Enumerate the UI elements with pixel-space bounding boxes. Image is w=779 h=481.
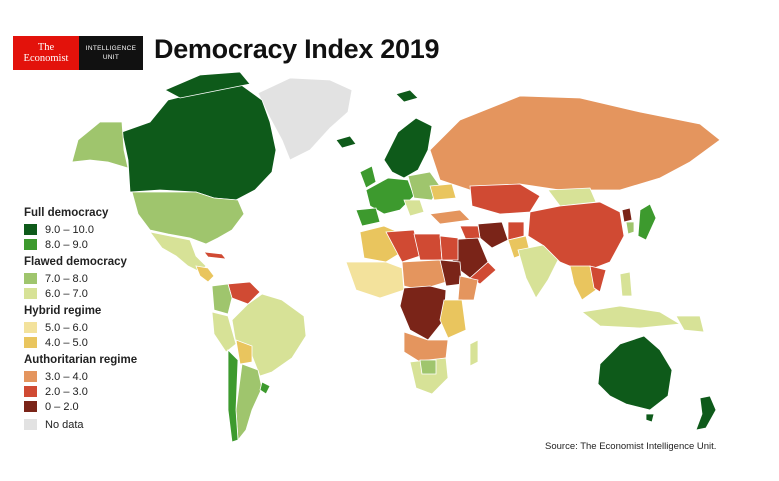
region-japan bbox=[637, 203, 657, 241]
legend-item: 9.0 – 10.0 bbox=[24, 222, 137, 237]
legend-swatch bbox=[24, 401, 37, 412]
region-canada bbox=[121, 83, 277, 201]
legend-item: 6.0 – 7.0 bbox=[24, 286, 137, 301]
region-brazil bbox=[231, 293, 307, 377]
legend-swatch bbox=[24, 337, 37, 348]
region-ukraine bbox=[429, 183, 457, 201]
legend-item-no-data: No data bbox=[24, 417, 137, 432]
legend-item: 7.0 – 8.0 bbox=[24, 271, 137, 286]
region-sahel bbox=[401, 259, 447, 291]
legend-item: 4.0 – 5.0 bbox=[24, 335, 137, 350]
legend-swatch bbox=[24, 224, 37, 235]
region-central-america bbox=[195, 265, 215, 283]
legend-heading-full: Full democracy bbox=[24, 207, 109, 219]
region-indonesia bbox=[581, 305, 682, 329]
legend-item: 0 – 2.0 bbox=[24, 399, 137, 414]
region-southern-africa bbox=[409, 357, 449, 395]
legend-swatch bbox=[24, 322, 37, 333]
region-new-zealand bbox=[695, 395, 717, 431]
economist-logo-line2: Economist bbox=[23, 53, 69, 64]
region-usa bbox=[131, 191, 245, 245]
region-madagascar bbox=[469, 339, 479, 367]
region-uruguay bbox=[259, 381, 271, 395]
region-turkey bbox=[429, 209, 471, 225]
region-kazakhstan bbox=[469, 183, 541, 215]
region-svalbard bbox=[395, 89, 419, 103]
legend-swatch bbox=[24, 288, 37, 299]
legend-heading-hybrid: Hybrid regime bbox=[24, 305, 102, 317]
legend-swatch bbox=[24, 371, 37, 382]
eiu-logo-line1: INTELLIGENCE bbox=[85, 45, 137, 52]
legend: Full democracy 9.0 – 10.0 8.0 – 9.0 Flaw… bbox=[24, 207, 137, 432]
economist-logo: The Economist bbox=[13, 36, 79, 70]
region-iran bbox=[477, 221, 509, 249]
region-iberia bbox=[355, 207, 381, 227]
legend-heading-flawed: Flawed democracy bbox=[24, 256, 127, 268]
region-bolivia bbox=[235, 339, 253, 365]
legend-label: No data bbox=[45, 418, 84, 431]
region-cuba bbox=[203, 251, 227, 260]
legend-swatch bbox=[24, 239, 37, 250]
legend-label: 5.0 – 6.0 bbox=[45, 321, 88, 334]
region-south-korea bbox=[625, 221, 635, 235]
region-west-africa bbox=[345, 261, 405, 299]
region-ethiopia-horn bbox=[457, 275, 479, 301]
region-afghanistan bbox=[507, 221, 525, 241]
legend-item: 8.0 – 9.0 bbox=[24, 237, 137, 252]
eiu-logo: The Economist INTELLIGENCE UNIT bbox=[13, 36, 143, 70]
map-title: Democracy Index 2019 bbox=[154, 34, 440, 64]
region-tasmania bbox=[645, 413, 655, 423]
region-central-africa bbox=[399, 285, 447, 341]
legend-label: 3.0 – 4.0 bbox=[45, 370, 88, 383]
region-north-korea bbox=[621, 207, 633, 223]
region-botswana bbox=[419, 359, 437, 375]
region-colombia bbox=[211, 283, 233, 315]
intelligence-unit-logo: INTELLIGENCE UNIT bbox=[79, 36, 143, 70]
legend-label: 0 – 2.0 bbox=[45, 400, 79, 413]
legend-label: 9.0 – 10.0 bbox=[45, 223, 94, 236]
legend-item: 3.0 – 4.0 bbox=[24, 369, 137, 384]
legend-item: 5.0 – 6.0 bbox=[24, 320, 137, 335]
region-alaska bbox=[71, 121, 129, 169]
legend-swatch bbox=[24, 386, 37, 397]
legend-heading-authoritarian: Authoritarian regime bbox=[24, 354, 138, 366]
source-note: Source: The Economist Intelligence Unit. bbox=[545, 441, 717, 452]
region-balkans bbox=[403, 199, 425, 217]
region-greenland bbox=[257, 77, 353, 161]
legend-label: 6.0 – 7.0 bbox=[45, 287, 88, 300]
region-se-asia bbox=[569, 265, 597, 301]
legend-item: 2.0 – 3.0 bbox=[24, 384, 137, 399]
region-peru bbox=[211, 311, 237, 353]
legend-swatch bbox=[24, 273, 37, 284]
region-chile bbox=[227, 349, 239, 443]
region-png bbox=[675, 315, 705, 333]
eiu-logo-line2: UNIT bbox=[102, 54, 120, 61]
region-east-africa bbox=[439, 299, 467, 339]
legend-label: 7.0 – 8.0 bbox=[45, 272, 88, 285]
region-argentina bbox=[235, 363, 263, 442]
region-iceland bbox=[335, 135, 357, 149]
region-philippines bbox=[619, 271, 633, 297]
legend-label: 4.0 – 5.0 bbox=[45, 336, 88, 349]
region-australia bbox=[597, 335, 673, 411]
region-uk bbox=[359, 165, 377, 189]
region-vietnam-laos bbox=[589, 265, 607, 293]
region-scandinavia bbox=[383, 117, 433, 179]
region-russia bbox=[429, 95, 721, 191]
economist-logo-line1: The bbox=[37, 42, 55, 53]
legend-label: 8.0 – 9.0 bbox=[45, 238, 88, 251]
region-china bbox=[527, 201, 625, 273]
region-egypt bbox=[439, 235, 459, 261]
legend-swatch bbox=[24, 419, 37, 430]
legend-label: 2.0 – 3.0 bbox=[45, 385, 88, 398]
region-canada-islands bbox=[164, 71, 251, 99]
region-iraq bbox=[459, 225, 481, 241]
